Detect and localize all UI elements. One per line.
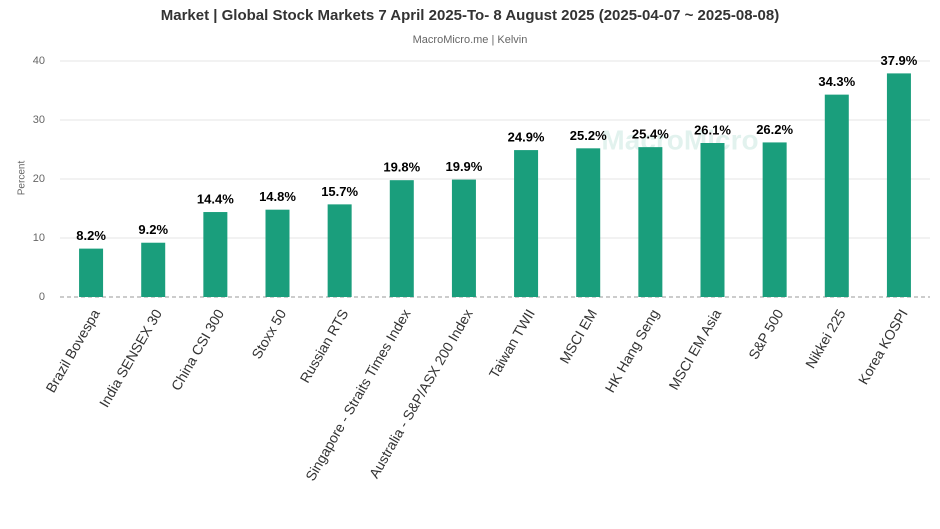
- y-tick-label: 20: [33, 173, 45, 185]
- data-label: 14.8%: [259, 189, 296, 204]
- x-tick-label: HK Hang Seng: [602, 306, 663, 395]
- bar: [203, 212, 228, 297]
- chart-subtitle: MacroMicro.me | Kelvin: [413, 34, 528, 46]
- bar: [824, 94, 849, 297]
- data-label: 25.4%: [632, 127, 669, 142]
- bar: [762, 142, 787, 297]
- bar: [141, 242, 166, 297]
- y-tick-label: 10: [33, 232, 45, 244]
- x-tick-label: Singapore - Straits Times Index: [302, 306, 414, 483]
- y-axis-label: Percent: [17, 161, 28, 196]
- x-tick-label: Australia - S&P/ASX 200 Index: [366, 306, 476, 480]
- bar: [265, 209, 290, 297]
- data-label: 26.1%: [694, 122, 731, 137]
- data-label: 24.9%: [508, 130, 545, 145]
- data-label: 19.8%: [383, 160, 420, 175]
- data-label: 25.2%: [570, 128, 607, 143]
- chart-title: Market | Global Stock Markets 7 April 20…: [161, 7, 780, 24]
- bar: [700, 143, 725, 297]
- x-tick-label: MSCI EM Asia: [665, 306, 724, 392]
- data-label: 26.2%: [756, 122, 793, 137]
- x-tick-label: S&P 500: [745, 306, 786, 362]
- bar: [576, 148, 601, 297]
- data-label: 37.9%: [880, 53, 917, 68]
- y-tick-label: 0: [39, 291, 45, 303]
- data-label: 8.2%: [76, 228, 106, 243]
- data-label: 19.9%: [445, 159, 482, 174]
- y-tick-label: 40: [33, 55, 45, 67]
- data-label: 9.2%: [138, 222, 168, 237]
- x-tick-label: India SENSEX 30: [96, 306, 165, 410]
- x-tick-label: China CSI 300: [168, 306, 227, 393]
- x-tick-label: Brazil Bovespa: [42, 306, 103, 395]
- x-tick-label: Korea KOSPI: [855, 306, 911, 387]
- data-label: 14.4%: [197, 191, 234, 206]
- watermark: MacroMicro: [601, 124, 758, 155]
- data-label: 34.3%: [818, 74, 855, 89]
- bar: [638, 147, 663, 297]
- bar: [389, 180, 414, 297]
- bar: [451, 179, 476, 297]
- bar: [514, 150, 539, 297]
- bar: [327, 204, 352, 297]
- y-tick-label: 30: [33, 114, 45, 126]
- data-label: 15.7%: [321, 184, 358, 199]
- x-tick-label: Nikkei 225: [802, 306, 849, 371]
- x-tick-label: Russian RTS: [296, 306, 351, 385]
- x-tick-label: Stoxx 50: [248, 306, 289, 361]
- x-tick-label: Taiwan TWII: [486, 306, 538, 380]
- x-tick-label: MSCI EM: [556, 306, 600, 366]
- bar: [886, 73, 911, 297]
- bar: [79, 248, 104, 297]
